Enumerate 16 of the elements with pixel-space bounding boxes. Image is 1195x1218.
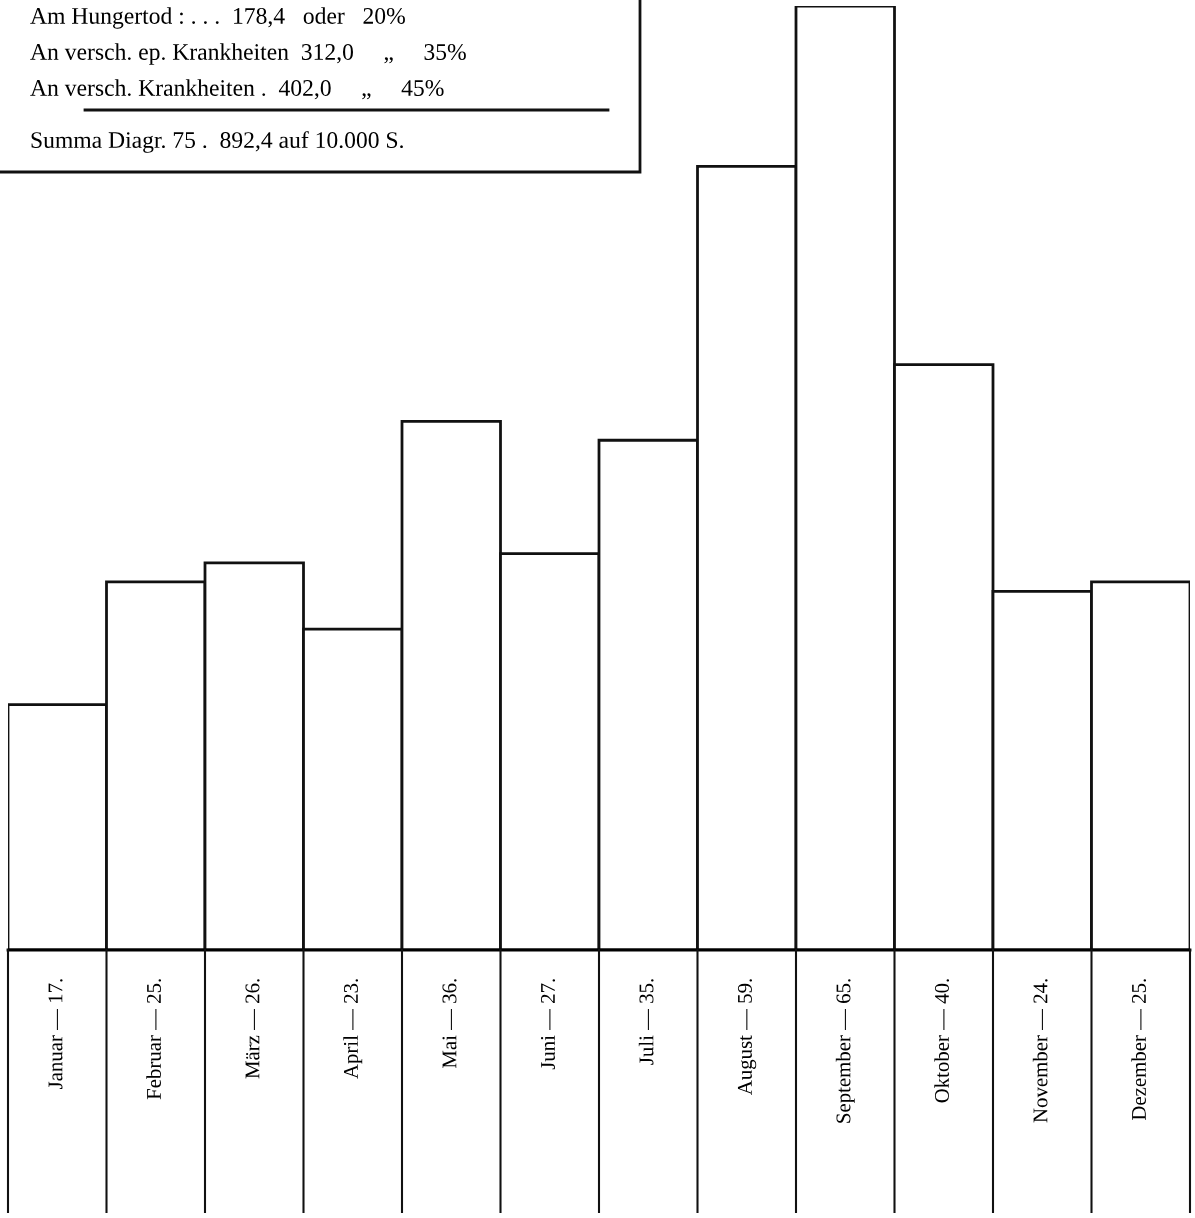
annotation: An versch. Krankheiten . 402,0 „ 45% <box>30 79 444 100</box>
x-tick-label: April — 23. <box>343 979 363 1079</box>
annotation: Am Hungertod : . . . 178,4 oder 20% <box>30 7 405 29</box>
x-tick-label: Februar — 25. <box>146 979 162 1100</box>
x-tick-label: Juni — 27. <box>540 979 556 1070</box>
x-tick-label: Oktober — 40. <box>934 979 950 1103</box>
x-tick-label: Mai — 36. <box>442 979 457 1069</box>
annotation: Summa Diagr. 75 . 892,4 auf 10.000 S. <box>31 131 403 153</box>
x-tick-label: August — 59. <box>737 979 757 1096</box>
x-tick-label: November — 24. <box>1032 979 1048 1123</box>
x-tick-label: März — 26. <box>245 979 260 1079</box>
x-tick-label: Januar — 17. <box>48 979 63 1090</box>
x-tick-label: Juli — 35. <box>638 979 654 1065</box>
x-tick-label: September — 65. <box>835 979 855 1123</box>
annotation: An versch. ep. Krankheiten 312,0 „ 35% <box>30 43 466 65</box>
x-tick-label: Dezember — 25. <box>1131 979 1147 1121</box>
